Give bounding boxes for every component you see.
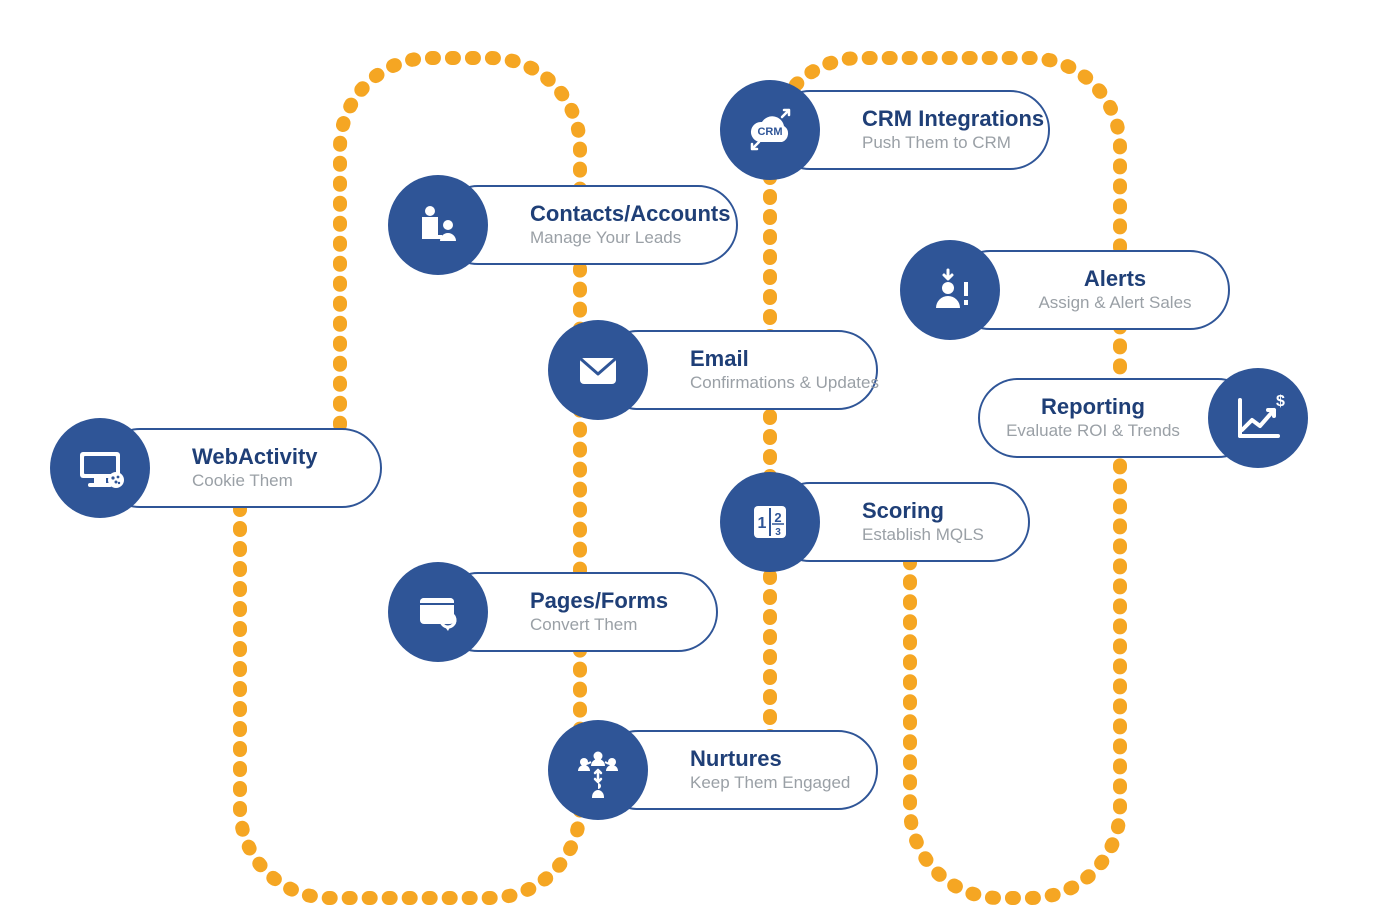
diagram-canvas: WebActivityCookie Them Contacts/AccountsM… [0, 0, 1400, 908]
node-subtitle: Push Them to CRM [862, 133, 1011, 153]
node-subtitle: Cookie Them [192, 471, 293, 491]
node-title: Pages/Forms [530, 588, 668, 613]
nurtures-icon [548, 720, 648, 820]
alerts-icon [900, 240, 1000, 340]
scoring-icon [720, 472, 820, 572]
node-title: Alerts [1084, 266, 1146, 291]
node-title: CRM Integrations [862, 106, 1044, 131]
crm-cloud-icon [720, 80, 820, 180]
node-subtitle: Confirmations & Updates [690, 373, 879, 393]
monitor-cookie-icon [50, 418, 150, 518]
node-title: Scoring [862, 498, 944, 523]
node-title: Contacts/Accounts [530, 201, 730, 226]
reporting-icon [1208, 368, 1308, 468]
node-subtitle: Convert Them [530, 615, 637, 635]
node-title: WebActivity [192, 444, 318, 469]
node-title: Email [690, 346, 749, 371]
page-refresh-icon [388, 562, 488, 662]
envelope-icon [548, 320, 648, 420]
contacts-icon [388, 175, 488, 275]
node-subtitle: Keep Them Engaged [690, 773, 850, 793]
node-title: Reporting [1041, 394, 1145, 419]
node-title: Nurtures [690, 746, 782, 771]
node-subtitle: Establish MQLS [862, 525, 984, 545]
node-subtitle: Assign & Alert Sales [1038, 293, 1191, 313]
node-subtitle: Evaluate ROI & Trends [1006, 421, 1180, 441]
node-subtitle: Manage Your Leads [530, 228, 681, 248]
